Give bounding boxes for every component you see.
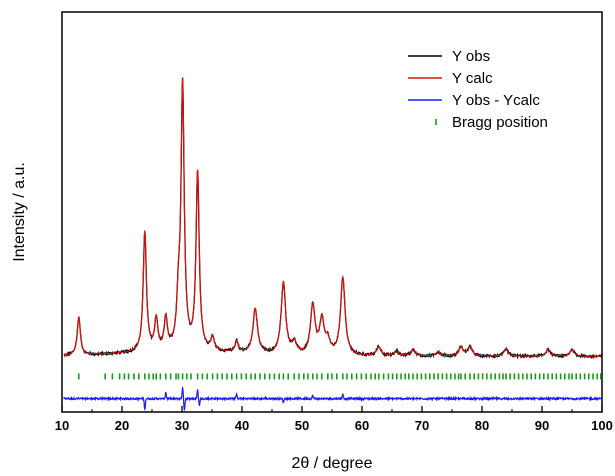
x-axis-title: 2θ / degree — [292, 455, 373, 472]
legend-label: Y obs — [452, 48, 490, 65]
x-tick-label: 20 — [115, 418, 129, 433]
x-tick-label: 70 — [415, 418, 429, 433]
x-tick-label: 50 — [295, 418, 309, 433]
bragg-ticks-layer — [78, 373, 602, 380]
y-axis-title: Intensity / a.u. — [11, 162, 28, 262]
difference-curve — [63, 387, 602, 412]
x-tick-label: 90 — [535, 418, 549, 433]
x-tick-label: 100 — [591, 418, 613, 433]
x-tick-label: 80 — [475, 418, 489, 433]
calculated-curve-layer — [63, 78, 602, 357]
x-tick-label: 10 — [55, 418, 69, 433]
difference-curve-layer — [63, 387, 602, 412]
x-tick-label: 30 — [175, 418, 189, 433]
plot-frame — [61, 11, 603, 413]
x-tick-label: 60 — [355, 418, 369, 433]
legend: Y obs Y calc Y obs - Ycalc Bragg position — [408, 48, 548, 131]
legend-label: Y obs - Ycalc — [452, 92, 540, 109]
legend-label: Y calc — [452, 70, 493, 87]
calculated-curve — [63, 78, 602, 357]
x-axis: 10 20 30 40 50 60 70 80 90 100 — [55, 406, 613, 433]
x-tick-label: 40 — [235, 418, 249, 433]
legend-label: Bragg position — [452, 114, 548, 131]
